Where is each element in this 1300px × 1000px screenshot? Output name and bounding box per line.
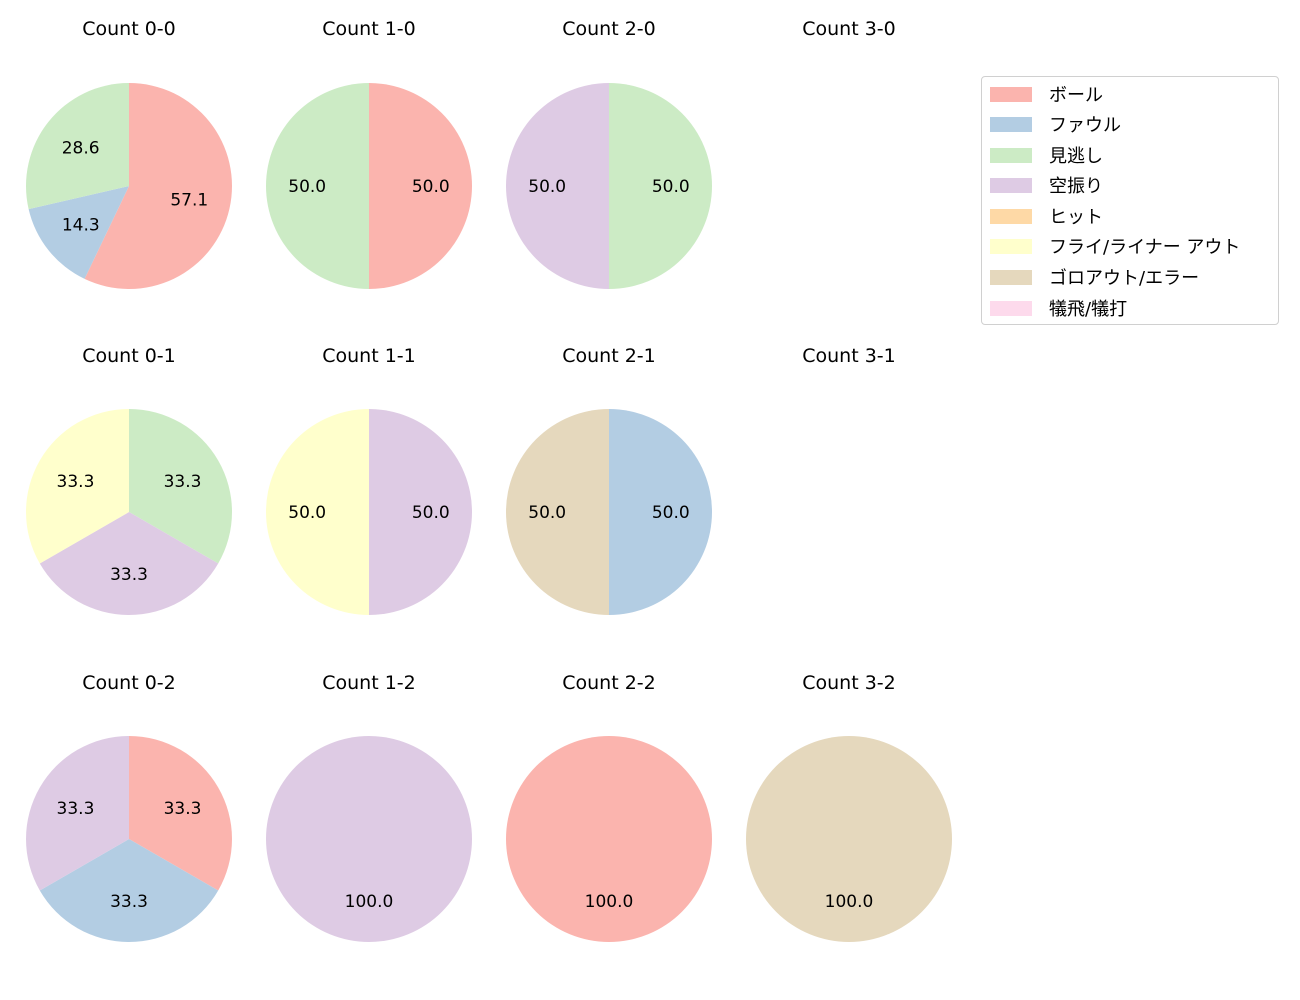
pie-chart: Count 3-0	[802, 18, 896, 40]
legend-label: ボール	[1049, 85, 1103, 106]
legend-swatch	[990, 300, 1032, 316]
legend-item: ゴロアウト/エラー	[990, 267, 1200, 289]
legend-label: ヒット	[1049, 207, 1103, 228]
pie-chart: Count 3-1	[802, 345, 896, 367]
legend-item: 見逃し	[990, 145, 1103, 167]
slice-label: 28.6	[62, 139, 100, 159]
slice-label: 57.1	[170, 191, 208, 211]
pie-slice	[506, 736, 712, 942]
slice-label: 33.3	[110, 565, 148, 585]
pie-slice	[506, 409, 609, 615]
legend-item: フライ/ライナー アウト	[990, 236, 1241, 258]
pie-slice	[129, 409, 232, 564]
legend-label: ゴロアウト/エラー	[1049, 268, 1200, 289]
legend-item: 空振り	[990, 175, 1103, 197]
legend-item: ファウル	[990, 114, 1121, 136]
slice-label: 50.0	[288, 503, 326, 523]
legend-swatch	[990, 177, 1032, 193]
pie-title: Count 2-2	[562, 672, 656, 694]
legend-item: 犠飛/犠打	[990, 298, 1128, 320]
slice-label: 50.0	[528, 503, 566, 523]
pie-title: Count 1-1	[322, 345, 416, 367]
pie-slice	[39, 512, 219, 615]
legend-swatch	[990, 208, 1032, 224]
pie-slice	[26, 409, 130, 564]
pie-slice	[129, 736, 232, 891]
slice-label: 33.3	[164, 472, 202, 492]
legend-swatch	[990, 238, 1032, 254]
pie-title: Count 3-1	[802, 345, 896, 367]
legend-item: ボール	[990, 84, 1103, 106]
pie-title: Count 0-1	[82, 345, 176, 367]
pie-slice	[609, 83, 712, 289]
pie-slice	[26, 736, 130, 891]
pie-slice	[39, 839, 219, 942]
legend-label: 犠飛/犠打	[1049, 299, 1128, 320]
slice-label: 50.0	[412, 503, 450, 523]
slice-label: 33.3	[110, 892, 148, 912]
slice-label: 100.0	[345, 892, 394, 912]
pie-chart: Count 1-0 50.0 50.0	[266, 18, 472, 289]
legend-swatch	[990, 116, 1032, 132]
pie-slice	[25, 83, 129, 210]
pie-slice	[506, 83, 609, 289]
pie-title: Count 2-1	[562, 345, 656, 367]
slice-label: 33.3	[164, 799, 202, 819]
slice-label: 33.3	[57, 472, 95, 492]
legend-label: ファウル	[1049, 115, 1121, 136]
pie-title: Count 0-2	[82, 672, 176, 694]
legend-item: ヒット	[990, 206, 1103, 228]
slice-label: 50.0	[412, 177, 450, 197]
pie-chart: Count 2-0 50.0 50.0	[506, 18, 712, 289]
slice-label: 50.0	[652, 503, 690, 523]
pie-title: Count 0-0	[82, 18, 176, 40]
legend-swatch	[990, 269, 1032, 285]
legend-label: 空振り	[1049, 176, 1103, 197]
pie-chart: Count 0-1 33.3 33.3 33.3	[26, 345, 232, 615]
legend-label: 見逃し	[1049, 146, 1103, 167]
legend-label: フライ/ライナー アウト	[1049, 237, 1241, 258]
pie-slice	[746, 736, 952, 942]
legend-swatch	[990, 147, 1032, 163]
slice-label: 50.0	[652, 177, 690, 197]
pie-slice	[266, 409, 369, 615]
slice-label: 50.0	[288, 177, 326, 197]
pie-slice	[609, 409, 712, 615]
pie-chart: Count 2-2 100.0	[506, 672, 712, 942]
slice-label: 50.0	[528, 177, 566, 197]
pie-title: Count 2-0	[562, 18, 656, 40]
pie-chart: Count 1-1 50.0 50.0	[266, 345, 472, 615]
slice-label: 14.3	[62, 216, 100, 236]
pie-chart: Count 0-0 57.1 14.3 28.6	[25, 18, 232, 290]
pie-slice	[369, 409, 472, 615]
pie-slice	[266, 736, 472, 942]
slice-label: 100.0	[585, 892, 634, 912]
pie-slice	[28, 186, 129, 279]
pie-title: Count 3-0	[802, 18, 896, 40]
pie-title: Count 1-0	[322, 18, 416, 40]
pie-slice	[266, 83, 369, 289]
pie-title: Count 1-2	[322, 672, 416, 694]
legend: ボール ファウル 見逃し 空振り ヒット フライ/ライナー アウト ゴロアウト/…	[981, 76, 1279, 325]
legend-swatch	[990, 86, 1032, 102]
pie-title: Count 3-2	[802, 672, 896, 694]
pie-slice	[84, 83, 232, 290]
pie-chart: Count 3-2 100.0	[746, 672, 952, 942]
slice-label: 100.0	[825, 892, 874, 912]
pie-chart: Count 1-2 100.0	[266, 672, 472, 942]
pie-slice	[369, 83, 472, 289]
pie-chart: Count 0-2 33.3 33.3 33.3	[26, 672, 232, 942]
slice-label: 33.3	[57, 799, 95, 819]
pie-chart: Count 2-1 50.0 50.0	[506, 345, 712, 615]
